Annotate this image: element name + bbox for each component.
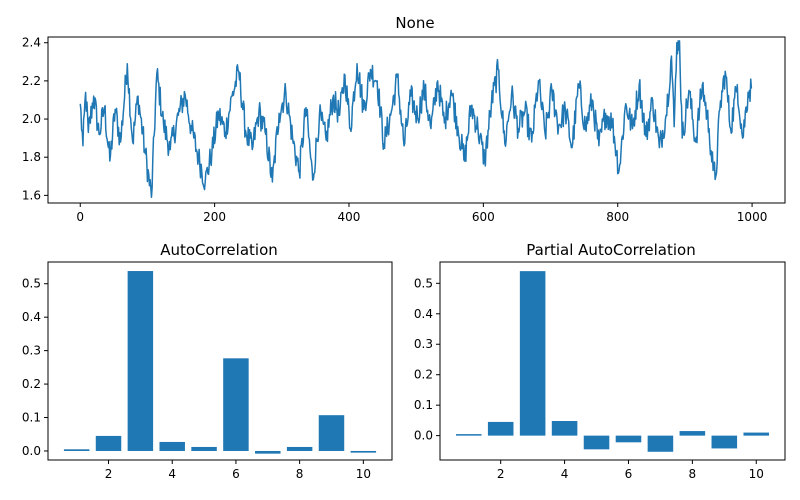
time-series-y-tick-label: 2.0	[22, 112, 41, 126]
partial-autocorrelation-y-tick-label: 0.1	[414, 398, 433, 412]
time-series-axes: 0 200 400 600 800 1000 1.6 1.8 2.0 2.2 2.4	[22, 36, 786, 224]
time-series-x-tick-label: 800	[606, 210, 629, 224]
partial-autocorrelation-x-tick-label: 6	[625, 467, 633, 481]
time-series-x-tick-label: 600	[472, 210, 495, 224]
autocorrelation-x-tick-label: 2	[105, 467, 113, 481]
autocorrelation-bar	[127, 271, 154, 451]
autocorrelation-bar	[63, 449, 90, 451]
time-series-title: None	[395, 14, 434, 32]
autocorrelation-y-tick-label: 0.4	[22, 310, 41, 324]
autocorrelation-y-tick-label: 0.2	[22, 377, 41, 391]
partial-autocorrelation-bar	[519, 271, 546, 436]
partial-autocorrelation-bar	[743, 432, 770, 436]
autocorrelation-y-tick-label: 0.3	[22, 344, 41, 358]
time-series-x-tick-label: 200	[203, 210, 226, 224]
autocorrelation-frame	[47, 261, 393, 461]
autocorrelation-axes: 2 4 6 8 10 0.0 0.1 0.2 0.3 0.4 0.5	[22, 261, 393, 481]
time-series-marks	[79, 40, 753, 199]
autocorrelation-y-tick-label: 0.0	[22, 444, 41, 458]
autocorrelation-bar	[318, 415, 345, 451]
partial-autocorrelation-panel: Partial AutoCorrelation 2 4 6 8 10 0.0 0.1 0.2 0…	[414, 241, 786, 481]
autocorrelation-bar	[286, 446, 313, 451]
time-series-x-tick-label: 400	[338, 210, 361, 224]
autocorrelation-x-tick-label: 8	[296, 467, 304, 481]
partial-autocorrelation-frame	[439, 261, 786, 461]
time-series-panel: None 0 200 400 600 800 1000 1.6 1.8 2.0 2.2 2.4	[22, 14, 786, 224]
partial-autocorrelation-y-tick-label: 0.3	[414, 337, 433, 351]
time-series-y-tick-label: 2.2	[22, 74, 41, 88]
partial-autocorrelation-x-tick-label: 10	[749, 467, 764, 481]
partial-autocorrelation-axes: 2 4 6 8 10 0.0 0.1 0.2 0.3 0.4 0.5	[414, 261, 786, 481]
partial-autocorrelation-bar	[711, 435, 738, 449]
partial-autocorrelation-bar	[615, 435, 642, 443]
autocorrelation-bar	[159, 441, 185, 451]
autocorrelation-title: AutoCorrelation	[160, 241, 278, 259]
partial-autocorrelation-bar	[455, 434, 482, 436]
autocorrelation-bar	[191, 446, 217, 451]
autocorrelation-x-tick-label: 6	[232, 467, 240, 481]
autocorrelation-bar	[350, 450, 377, 453]
time-series-x-tick-label: 1000	[737, 210, 768, 224]
partial-autocorrelation-y-tick-label: 0.5	[414, 276, 433, 290]
autocorrelation-bar	[255, 450, 281, 454]
autocorrelation-y-tick-label: 0.1	[22, 411, 41, 425]
time-series-y-tick-label: 1.8	[22, 150, 41, 164]
autocorrelation-bar	[223, 358, 249, 451]
partial-autocorrelation-marks	[455, 271, 770, 452]
partial-autocorrelation-title: Partial AutoCorrelation	[526, 241, 695, 259]
partial-autocorrelation-bar	[679, 431, 706, 436]
autocorrelation-bar	[95, 435, 122, 451]
autocorrelation-marks	[63, 271, 377, 454]
partial-autocorrelation-bar	[487, 421, 514, 436]
partial-autocorrelation-bar	[647, 435, 674, 452]
partial-autocorrelation-bar	[551, 421, 578, 436]
autocorrelation-y-tick-label: 0.5	[22, 277, 41, 291]
time-series-y-tick-label: 1.6	[22, 188, 41, 202]
autocorrelation-x-tick-label: 10	[356, 467, 371, 481]
time-series-x-tick-label: 0	[76, 210, 84, 224]
series-line	[79, 40, 753, 199]
autocorrelation-x-tick-label: 4	[168, 467, 176, 481]
partial-autocorrelation-bar	[583, 435, 610, 450]
time-series-frame	[47, 36, 786, 204]
partial-autocorrelation-y-tick-label: 0.4	[414, 307, 433, 321]
autocorrelation-panel: AutoCorrelation 2 4 6 8 10 0.0 0.1 0.2 0.3 0.4 0.5	[22, 241, 393, 481]
partial-autocorrelation-y-tick-label: 0.2	[414, 368, 433, 382]
partial-autocorrelation-x-tick-label: 2	[497, 467, 505, 481]
partial-autocorrelation-y-tick-label: 0.0	[414, 429, 433, 443]
partial-autocorrelation-x-tick-label: 4	[561, 467, 569, 481]
partial-autocorrelation-x-tick-label: 8	[689, 467, 697, 481]
time-series-y-tick-label: 2.4	[22, 36, 41, 50]
